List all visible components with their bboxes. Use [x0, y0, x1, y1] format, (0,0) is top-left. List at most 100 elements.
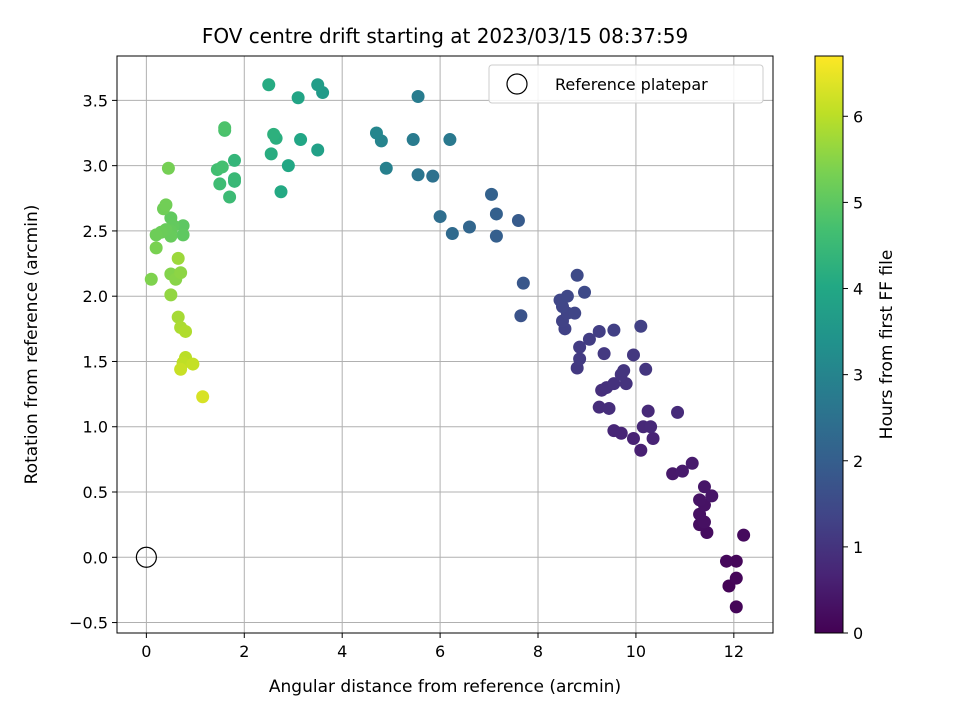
data-point [411, 168, 425, 182]
data-point [560, 289, 574, 303]
data-point [578, 285, 592, 299]
x-tick-label: 12 [724, 642, 744, 661]
data-point [149, 228, 163, 242]
data-point [705, 489, 719, 503]
data-point [411, 89, 425, 103]
y-tick-label: 1.0 [83, 418, 108, 437]
data-point [729, 571, 743, 585]
y-tick-label: 2.5 [83, 222, 108, 241]
data-point [697, 480, 711, 494]
data-point [573, 340, 587, 354]
data-point [592, 324, 606, 338]
axis-ticks: 0 2 4 6 8 10 12 −0.5 0.0 0.5 1.0 1.5 2.0 2.5 3.0 3.5 [69, 91, 744, 661]
data-point [666, 467, 680, 481]
y-tick-label: −0.5 [69, 614, 108, 633]
y-tick-label: 2.0 [83, 287, 108, 306]
data-point [227, 172, 241, 186]
data-point [685, 456, 699, 470]
data-point [634, 319, 648, 333]
colorbar-tick-label: 0 [853, 624, 863, 643]
reference-platepar-marker [135, 546, 157, 568]
colorbar-label: Hours from first FF file [877, 250, 897, 440]
data-point [729, 600, 743, 614]
x-axis-label: Angular distance from reference (arcmin) [269, 677, 621, 697]
data-point [639, 362, 653, 376]
data-point [607, 424, 621, 438]
x-tick-label: 2 [239, 642, 249, 661]
x-tick-label: 6 [435, 642, 445, 661]
data-point [641, 404, 655, 418]
data-point [644, 420, 658, 434]
colorbar-tick-label: 4 [853, 280, 863, 299]
data-point [379, 161, 393, 175]
data-point [516, 276, 530, 290]
y-tick-label: 3.5 [83, 91, 108, 110]
data-point [264, 147, 278, 161]
colorbar-tick-label: 5 [853, 193, 863, 212]
data-point [213, 177, 227, 191]
data-point [597, 347, 611, 361]
data-point [443, 133, 457, 147]
data-point [174, 362, 188, 376]
data-point [570, 268, 584, 282]
data-point [489, 229, 503, 243]
colorbar-tick-label: 3 [853, 366, 863, 385]
colorbar-tick-label: 6 [853, 107, 863, 126]
data-point [485, 187, 499, 201]
data-point [294, 133, 308, 147]
data-point [291, 91, 305, 105]
data-point [144, 272, 158, 286]
data-point [215, 160, 229, 174]
x-tick-label: 8 [533, 642, 543, 661]
data-point [311, 78, 325, 92]
data-point [719, 554, 733, 568]
data-point [179, 324, 193, 338]
legend-label: Reference platepar [555, 75, 708, 94]
data-point [568, 306, 582, 320]
y-tick-label: 0.5 [83, 483, 108, 502]
data-point [161, 161, 175, 175]
scatter-points [144, 78, 751, 614]
data-point [227, 153, 241, 167]
data-point [267, 127, 281, 141]
data-point [218, 121, 232, 135]
data-point [693, 493, 707, 507]
data-point [176, 228, 190, 242]
data-point [607, 377, 621, 391]
data-point [582, 332, 596, 346]
data-point [626, 431, 640, 445]
data-point [433, 210, 447, 224]
data-point [159, 198, 173, 212]
data-point [171, 310, 185, 324]
legend-box [488, 64, 764, 104]
data-point [675, 464, 689, 478]
data-point [671, 405, 685, 419]
data-point [262, 78, 276, 92]
data-point [602, 401, 616, 415]
y-tick-label: 3.0 [83, 157, 108, 176]
data-point [281, 159, 295, 173]
data-point [176, 219, 190, 233]
colorbar-tick-label: 2 [853, 452, 863, 471]
data-point [514, 309, 528, 323]
data-point [274, 185, 288, 199]
data-point [223, 190, 237, 204]
data-point [164, 288, 178, 302]
x-tick-label: 0 [141, 642, 151, 661]
colorbar-ticks: 0 1 2 3 4 5 6 [843, 107, 863, 643]
x-tick-label: 10 [626, 642, 646, 661]
data-point [426, 169, 440, 183]
colorbar [814, 55, 844, 634]
data-point [196, 390, 210, 404]
data-point [186, 357, 200, 371]
data-point [634, 443, 648, 457]
data-point [171, 251, 185, 265]
data-point [592, 400, 606, 414]
grid [117, 56, 773, 633]
data-point [462, 220, 476, 234]
data-point [489, 207, 503, 221]
reference-marker-layer [135, 546, 157, 568]
y-tick-label: 0.0 [83, 548, 108, 567]
data-point [729, 554, 743, 568]
